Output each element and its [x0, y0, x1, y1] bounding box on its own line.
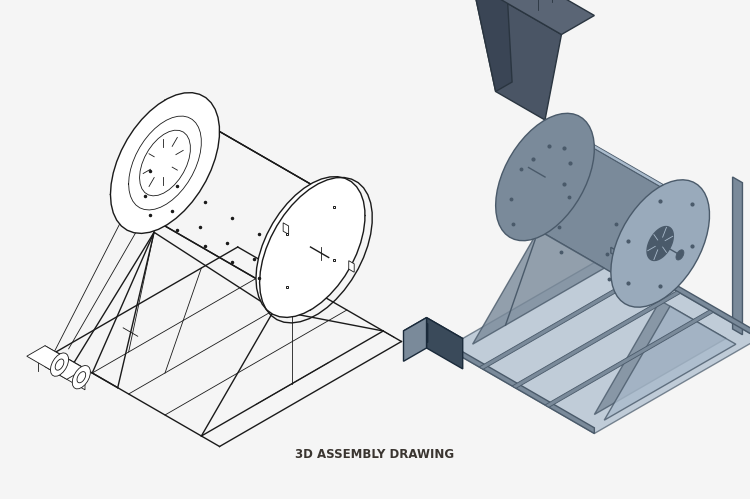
Polygon shape — [472, 0, 512, 91]
Polygon shape — [496, 113, 594, 241]
Polygon shape — [479, 272, 648, 369]
Polygon shape — [512, 291, 680, 388]
Polygon shape — [349, 260, 354, 272]
Polygon shape — [50, 353, 68, 376]
Polygon shape — [545, 310, 713, 407]
Polygon shape — [27, 346, 85, 379]
Text: 3D ASSEMBLY DRAWING: 3D ASSEMBLY DRAWING — [296, 449, 454, 462]
Polygon shape — [56, 359, 64, 370]
Polygon shape — [647, 227, 674, 260]
Polygon shape — [45, 346, 85, 390]
Polygon shape — [404, 317, 427, 361]
Polygon shape — [733, 177, 742, 335]
Polygon shape — [545, 118, 664, 187]
Polygon shape — [110, 93, 220, 234]
Polygon shape — [610, 248, 750, 338]
Polygon shape — [77, 372, 86, 383]
Polygon shape — [545, 120, 660, 300]
Polygon shape — [604, 306, 736, 420]
Polygon shape — [446, 253, 750, 434]
Polygon shape — [145, 137, 185, 189]
Polygon shape — [427, 317, 463, 369]
Polygon shape — [446, 342, 594, 434]
Polygon shape — [404, 317, 463, 352]
Polygon shape — [472, 230, 604, 344]
Polygon shape — [165, 100, 310, 184]
Polygon shape — [140, 130, 190, 196]
Polygon shape — [72, 365, 90, 389]
Polygon shape — [284, 223, 289, 235]
Polygon shape — [256, 177, 364, 317]
Polygon shape — [472, 0, 594, 34]
Polygon shape — [610, 180, 710, 307]
Polygon shape — [676, 250, 684, 260]
Polygon shape — [594, 300, 726, 415]
Polygon shape — [154, 149, 176, 177]
Polygon shape — [472, 0, 562, 120]
